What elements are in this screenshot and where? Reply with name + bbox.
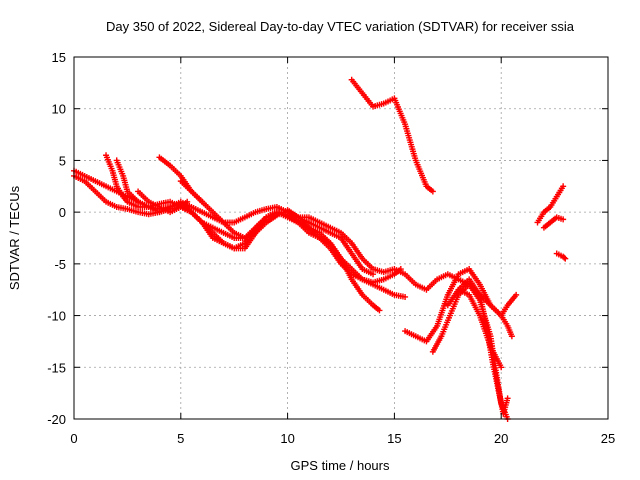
plot-frame bbox=[73, 56, 609, 420]
data-point bbox=[513, 291, 520, 298]
series-arc-5 bbox=[135, 188, 191, 216]
x-tick-label: 0 bbox=[70, 431, 77, 446]
data-point bbox=[504, 395, 511, 402]
series-arc-13 bbox=[498, 291, 520, 319]
data-point bbox=[560, 183, 567, 190]
x-tick-label: 25 bbox=[601, 431, 615, 446]
series-arc-15 bbox=[540, 214, 567, 231]
y-tick-label: -10 bbox=[47, 309, 66, 324]
y-axis-label: SDTVAR / TECUs bbox=[7, 185, 22, 290]
x-tick-label: 5 bbox=[177, 431, 184, 446]
data-points bbox=[71, 76, 569, 422]
chart-title: Day 350 of 2022, Sidereal Day-to-day VTE… bbox=[106, 19, 575, 34]
data-point bbox=[561, 254, 568, 261]
y-tick-label: -5 bbox=[54, 257, 66, 272]
y-axis: -20 -15 -10 -5 0 5 10 15 bbox=[47, 50, 608, 427]
data-point bbox=[429, 188, 436, 195]
x-tick-label: 15 bbox=[387, 431, 401, 446]
data-point bbox=[184, 198, 191, 205]
y-tick-label: 10 bbox=[52, 102, 66, 117]
series-arc-16 bbox=[553, 250, 569, 262]
y-tick-label: 15 bbox=[52, 50, 66, 65]
y-tick-label: -15 bbox=[47, 360, 66, 375]
y-tick-label: 0 bbox=[59, 205, 66, 220]
data-point bbox=[370, 271, 377, 278]
y-tick-label: -20 bbox=[47, 412, 66, 427]
data-point bbox=[560, 216, 567, 223]
series-arc-12 bbox=[455, 286, 505, 371]
data-point bbox=[199, 198, 206, 205]
y-tick-label: 5 bbox=[59, 153, 66, 168]
data-point bbox=[562, 255, 569, 262]
x-tick-label: 20 bbox=[494, 431, 508, 446]
x-axis: 0 5 10 15 20 25 bbox=[70, 57, 615, 446]
data-point bbox=[402, 293, 409, 300]
series-arc-7 bbox=[177, 178, 206, 205]
data-point bbox=[498, 364, 505, 371]
x-axis-label: GPS time / hours bbox=[291, 458, 390, 473]
data-point bbox=[376, 307, 383, 314]
series-arc-14 bbox=[534, 183, 567, 226]
data-point bbox=[397, 266, 404, 273]
x-tick-label: 10 bbox=[280, 431, 294, 446]
series-arc-8 bbox=[348, 76, 436, 195]
data-point bbox=[508, 333, 515, 340]
series-arc-9 bbox=[402, 266, 515, 345]
